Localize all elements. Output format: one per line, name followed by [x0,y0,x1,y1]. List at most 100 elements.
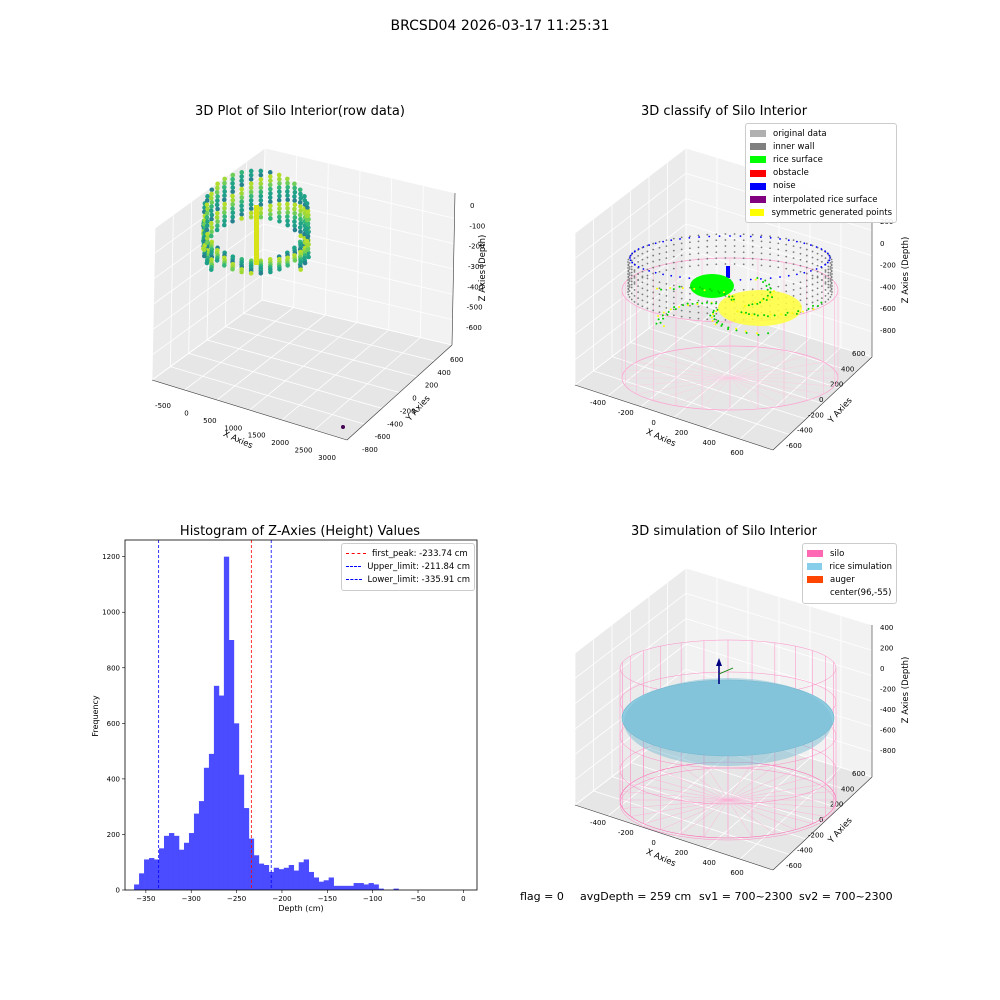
plot2-noise-point [688,277,691,279]
plot2-inner-wall-point [792,251,795,254]
plot2-rice-point [769,291,772,294]
plot2-rice-point [807,307,810,310]
plot2-inner-wall-point [658,270,661,273]
plot2-inner-wall-point [805,272,808,275]
plot2-inner-wall-point [641,258,644,261]
plot2-inner-wall-point [816,281,819,284]
plot2-inner-wall-point [646,301,649,304]
plot1-point [215,181,220,187]
plot3-bar [343,885,349,890]
plot2-inner-wall-point [792,239,795,242]
plot2-inner-wall-point [652,297,655,300]
plot4-z-tick-label: -600 [880,727,896,735]
plot2-inner-wall-point [628,286,631,288]
plot2-inner-wall-point [785,243,788,246]
plot3-legend-line [346,579,362,581]
plot4-grid-line [593,790,790,855]
plot1-point [298,204,303,209]
plot2-inner-wall-point [689,247,691,250]
plot1-point [230,181,235,186]
plot2-rice-point [742,312,745,315]
plot2-silo-wire [636,361,731,379]
plot3-bar [338,885,344,890]
plot2-inner-wall-point [633,288,636,291]
plot2-noise-point [662,240,664,243]
plot2-inner-wall-point [646,268,649,271]
plot2-inner-wall-point [641,276,644,279]
plot2-inner-wall-point [665,245,668,248]
plot2-legend-swatch [750,182,766,190]
plot2-inner-wall-point [785,267,788,270]
plot1-point [248,172,254,178]
plot3-legend-item: first_peak: -233.74 cm [346,547,470,560]
plot1-point [248,189,254,195]
plot2-rice-point [753,313,756,316]
plot2-silo-wire [729,355,807,379]
plot1-point [305,234,311,240]
plot1-point [209,191,214,197]
plot2-rice-point [771,296,774,299]
plot2-rice-point [727,326,730,329]
plot2-inner-wall-point [824,275,827,278]
plot4-silo-wire [703,762,729,801]
plot2-inner-wall-point [665,282,668,285]
plot2-rice-point [681,287,684,290]
plot2-inner-wall-point [689,235,691,238]
plot2-y-tick-label: -600 [786,442,802,450]
plot1-pane-floor [152,300,452,440]
plot2-inner-wall-point [689,259,691,262]
plot2-inner-wall-point [827,277,830,280]
plot2-inner-wall-point [641,281,644,284]
plot1-point [222,222,227,228]
plot3-x-axis-label: Depth (cm) [278,904,323,913]
plot1-point [298,208,304,214]
plot2-inner-wall-point [646,256,649,259]
plot2-rice-point [703,289,706,292]
plot2-rice-point [795,312,798,315]
plot2-inner-wall-point [831,273,833,275]
plot3-bar [193,813,200,890]
plot2-inner-wall-point [724,251,727,253]
plot2-inner-wall-point [733,263,736,265]
plot1-point [222,180,227,186]
plot2-inner-wall-point [658,305,661,308]
plot4-center-axis [718,667,734,675]
plot2-inner-wall-point [816,264,819,267]
plot1-x-tick-label: -500 [155,402,171,410]
plot2-rice-point [715,321,718,324]
plot2-rice-point [769,287,772,290]
plot4-silo-wire [660,770,729,801]
plot3-bar [203,767,210,890]
plot2-noise-point [815,268,818,270]
plot2-inner-wall-point [829,286,832,288]
plot3-legend-label: Lower_limit: -335.91 cm [367,574,470,585]
plot2-inner-wall-point [715,306,718,309]
plot2-inner-wall-point [637,260,640,263]
plot2-inner-wall-point [751,233,754,236]
plot2-noise-point [815,246,818,248]
plot2-inner-wall-point [829,290,832,292]
plot3-bar [154,859,160,890]
plot2-rice-point [744,311,747,314]
plot4-x-tick-label: 200 [675,849,688,857]
plot3-bar [278,869,285,890]
plot4-y-tick-label: -600 [786,862,802,870]
plot2-inner-wall-point [799,293,802,296]
plot2-legend-swatch [750,196,766,204]
plot2-rice-point [811,304,814,307]
plot2-inner-wall-point [742,257,745,260]
plot3-y-tick-label: 800 [107,664,120,672]
plot3-bar [223,556,230,890]
plot3-bar [159,848,165,890]
plot1-z-tick-label: -600 [466,324,482,332]
plot3-x-tick-label: −100 [363,895,382,903]
plot2-rice-point [656,287,659,290]
plot2-inner-wall-point [724,257,727,259]
plot2-inner-wall-point [816,287,819,290]
plot2-silo-wire [729,377,807,401]
plot2-rice-point [701,287,704,290]
plot2-rice-point [772,290,775,293]
plot4-legend-item: center(96,-55) [807,587,892,600]
plot1-point [285,218,290,224]
plot2-inner-wall-point [751,263,754,266]
